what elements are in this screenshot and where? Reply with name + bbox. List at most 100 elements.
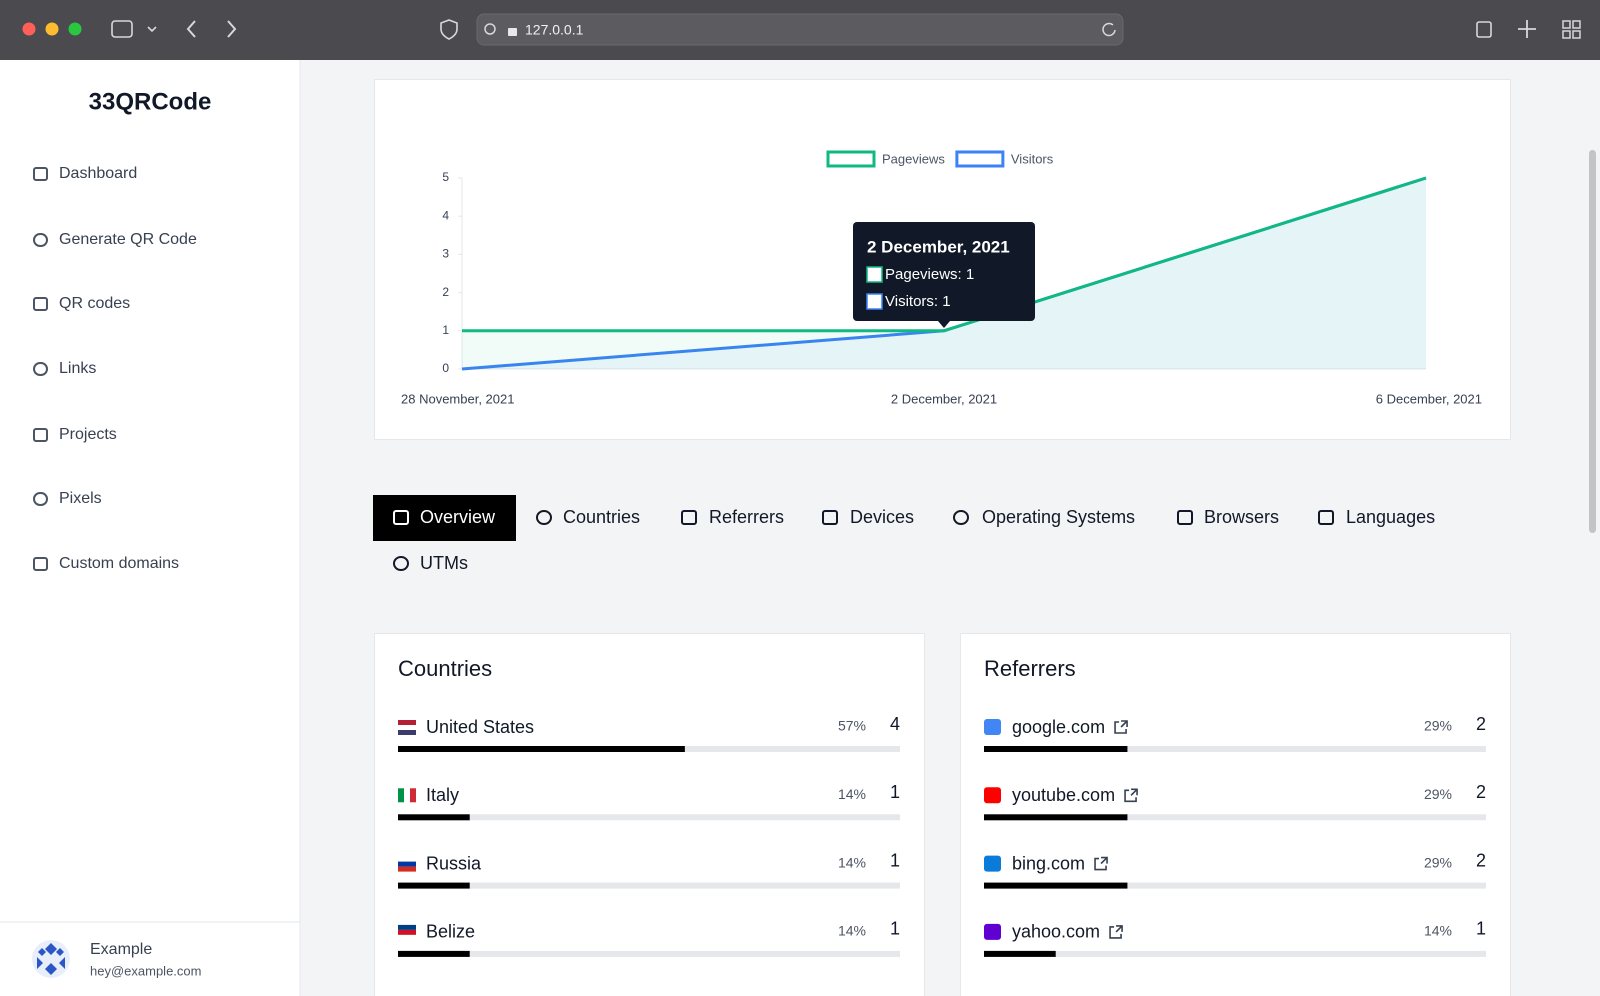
tab[interactable]: Overview xyxy=(373,495,516,541)
tooltip-line: Visitors: 1 xyxy=(885,293,951,310)
tab-icon xyxy=(953,510,969,525)
lock-icon xyxy=(508,28,517,36)
row-count: 2 xyxy=(1476,782,1486,802)
legend-label[interactable]: Pageviews xyxy=(882,151,945,166)
nav-label[interactable]: Pixels xyxy=(59,490,102,507)
tab-overview-button[interactable] xyxy=(1562,20,1581,39)
nav-item[interactable]: Generate QR Code xyxy=(33,231,197,248)
new-tab-button[interactable] xyxy=(1518,20,1536,38)
close-button[interactable] xyxy=(22,22,36,36)
tab-label[interactable]: Browsers xyxy=(1204,507,1279,527)
tab-label[interactable]: Operating Systems xyxy=(982,507,1135,527)
row-label[interactable]: yahoo.com xyxy=(1012,922,1100,942)
row-count: 2 xyxy=(1476,714,1486,734)
row-count: 1 xyxy=(890,782,900,802)
nav-label[interactable]: QR codes xyxy=(59,295,130,312)
back-button[interactable] xyxy=(186,20,196,38)
tab-label[interactable]: Overview xyxy=(420,507,496,527)
zoom-button[interactable] xyxy=(68,22,82,36)
tab[interactable]: Devices xyxy=(822,507,914,527)
tab-icon xyxy=(393,510,409,525)
sidebar-menu[interactable] xyxy=(147,26,157,33)
tab-label[interactable]: Countries xyxy=(563,507,640,527)
nav-label[interactable]: Dashboard xyxy=(59,165,137,182)
tab-icon xyxy=(393,556,409,571)
tooltip-pointer xyxy=(938,321,950,328)
tab-label[interactable]: Devices xyxy=(850,507,914,527)
tooltip-box xyxy=(853,222,1035,321)
row-track xyxy=(398,950,900,957)
tabs: Overview Countries Referrers Devices Operati… xyxy=(373,495,1435,573)
row-percent: 29% xyxy=(1424,718,1452,734)
tab-label[interactable]: Referrers xyxy=(709,507,784,527)
y-tick-label: 3 xyxy=(442,247,449,261)
flag-stripe xyxy=(398,788,404,803)
nav-item[interactable]: Pixels xyxy=(33,490,102,507)
share-button[interactable] xyxy=(1476,21,1492,38)
forward-button[interactable] xyxy=(227,20,237,38)
favicon xyxy=(984,787,1001,804)
nav-icon xyxy=(33,297,48,311)
external-link-icon[interactable] xyxy=(1114,720,1128,734)
row-bar xyxy=(984,950,1056,957)
row-label: Russia xyxy=(426,853,482,873)
tab-active-bg[interactable] xyxy=(373,495,516,541)
brand[interactable]: 33QRCode xyxy=(89,88,212,115)
tab[interactable]: Referrers xyxy=(681,507,784,527)
row-label[interactable]: bing.com xyxy=(1012,853,1085,873)
reload-button[interactable] xyxy=(1102,22,1116,37)
tab-icon xyxy=(536,510,552,525)
privacy-icon[interactable] xyxy=(440,19,458,40)
row-label[interactable]: google.com xyxy=(1012,717,1105,737)
tab[interactable]: Operating Systems xyxy=(953,507,1135,527)
row-bar xyxy=(984,814,1128,821)
tab-icon xyxy=(1177,510,1193,525)
tab[interactable]: UTMs xyxy=(393,553,468,573)
nav-label[interactable]: Generate QR Code xyxy=(59,231,197,248)
nav-item[interactable]: Links xyxy=(33,360,96,377)
tab[interactable]: Browsers xyxy=(1177,507,1279,527)
legend-label[interactable]: Visitors xyxy=(1011,151,1054,166)
external-link-icon[interactable] xyxy=(1124,788,1138,803)
user-email: hey@example.com xyxy=(90,963,201,978)
url-bar[interactable] xyxy=(476,13,1124,46)
nav-icon xyxy=(33,557,48,571)
scrollbar-thumb[interactable] xyxy=(1589,150,1596,533)
row-track xyxy=(398,814,900,821)
nav-item[interactable]: Dashboard xyxy=(33,165,137,182)
tab-label[interactable]: Languages xyxy=(1346,507,1435,527)
nav-icon xyxy=(33,233,48,247)
favicon xyxy=(984,923,1001,940)
external-link-icon[interactable] xyxy=(1109,925,1123,939)
row-count: 4 xyxy=(890,714,900,734)
y-tick-label: 1 xyxy=(442,323,449,337)
nav-item[interactable]: Projects xyxy=(33,426,117,443)
avatar[interactable] xyxy=(32,940,70,978)
row-track xyxy=(984,882,1486,889)
row-count: 1 xyxy=(890,919,900,939)
legend-swatch xyxy=(826,150,876,168)
row-percent: 14% xyxy=(838,923,866,939)
sidebar xyxy=(0,60,300,996)
nav-label[interactable]: Projects xyxy=(59,426,117,443)
tab[interactable]: Countries xyxy=(536,507,640,527)
tab-label[interactable]: UTMs xyxy=(420,553,468,573)
row-bar xyxy=(398,814,470,821)
row-track xyxy=(398,882,900,889)
nav-item[interactable]: Custom domains xyxy=(33,555,179,572)
tab[interactable]: Languages xyxy=(1318,507,1435,527)
flag-stripe xyxy=(398,856,416,862)
nav-item[interactable]: QR codes xyxy=(33,295,130,312)
chart: 0 1 2 3 4 5 28 November, 2021 2 December, 2021 6… xyxy=(401,150,1482,406)
sidebar-toggle[interactable] xyxy=(111,20,133,38)
series-area xyxy=(462,178,1426,369)
minimize-button[interactable] xyxy=(45,22,59,36)
nav-label[interactable]: Links xyxy=(59,360,96,377)
row-label[interactable]: youtube.com xyxy=(1012,785,1115,805)
external-link-icon[interactable] xyxy=(1094,856,1108,871)
nav-icon xyxy=(33,492,48,506)
flag-stripe xyxy=(398,934,416,940)
nav-label[interactable]: Custom domains xyxy=(59,555,179,572)
